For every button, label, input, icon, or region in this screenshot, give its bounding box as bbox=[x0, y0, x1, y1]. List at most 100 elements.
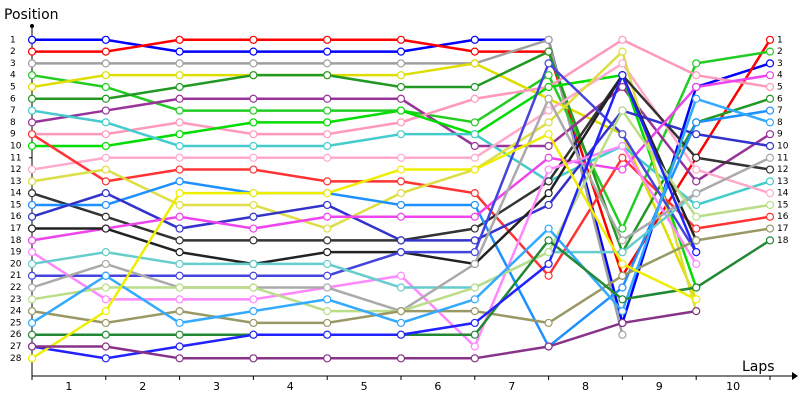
point bbox=[101, 59, 110, 68]
x-tick-label: 6 bbox=[434, 380, 441, 393]
point bbox=[618, 307, 627, 316]
point bbox=[27, 224, 37, 233]
point bbox=[249, 354, 258, 363]
point bbox=[396, 35, 406, 44]
point bbox=[396, 59, 406, 68]
point bbox=[396, 200, 406, 210]
point bbox=[396, 165, 406, 174]
point bbox=[396, 189, 406, 198]
point bbox=[323, 47, 332, 56]
y-tick-label: 3 bbox=[10, 59, 16, 69]
y-tick-label: 19 bbox=[10, 248, 22, 258]
point bbox=[618, 248, 627, 257]
point bbox=[101, 177, 110, 186]
point bbox=[765, 47, 775, 56]
point bbox=[249, 283, 258, 292]
point bbox=[323, 212, 332, 221]
point bbox=[470, 283, 479, 292]
point bbox=[396, 71, 406, 80]
series-line bbox=[32, 73, 698, 288]
point bbox=[618, 82, 627, 92]
point bbox=[618, 271, 627, 280]
point bbox=[544, 236, 553, 245]
point bbox=[544, 248, 553, 257]
point bbox=[396, 130, 406, 139]
point bbox=[396, 212, 406, 221]
y-tick-label: 17 bbox=[10, 224, 21, 234]
point bbox=[101, 318, 110, 328]
point bbox=[249, 330, 258, 339]
point bbox=[396, 47, 406, 56]
point bbox=[544, 141, 553, 151]
point bbox=[323, 283, 332, 292]
point bbox=[396, 236, 406, 245]
point bbox=[27, 212, 37, 221]
point bbox=[27, 189, 37, 198]
point bbox=[692, 82, 701, 92]
point bbox=[27, 165, 37, 174]
point bbox=[765, 200, 775, 210]
y-tick-label: 6 bbox=[10, 94, 16, 104]
point bbox=[323, 224, 332, 233]
point bbox=[175, 271, 184, 280]
point bbox=[323, 177, 332, 186]
y-tick-label: 27 bbox=[10, 342, 21, 352]
point bbox=[618, 35, 627, 44]
point bbox=[101, 283, 110, 292]
point bbox=[765, 141, 775, 151]
point bbox=[249, 224, 258, 233]
point bbox=[765, 71, 775, 80]
point bbox=[692, 224, 701, 233]
point bbox=[765, 224, 775, 233]
point bbox=[396, 354, 406, 363]
x-tick-label: 7 bbox=[508, 380, 515, 393]
point bbox=[27, 82, 37, 92]
point bbox=[175, 259, 184, 269]
y2-tick-label: 14 bbox=[777, 189, 789, 199]
point bbox=[692, 236, 701, 245]
point bbox=[618, 47, 627, 56]
y2-tick-label: 7 bbox=[777, 106, 783, 116]
point bbox=[470, 330, 479, 339]
point bbox=[101, 224, 110, 233]
y2-tick-label: 15 bbox=[777, 200, 788, 210]
point bbox=[470, 354, 479, 363]
point bbox=[544, 259, 553, 269]
x-tick-label: 8 bbox=[582, 380, 589, 393]
point bbox=[27, 248, 37, 257]
point bbox=[27, 295, 37, 304]
point bbox=[618, 71, 627, 80]
point bbox=[175, 330, 184, 339]
y-tick-label: 28 bbox=[10, 354, 22, 364]
point bbox=[470, 153, 479, 162]
point bbox=[101, 71, 110, 80]
point bbox=[323, 189, 332, 198]
point bbox=[175, 307, 184, 316]
point bbox=[27, 236, 37, 245]
point bbox=[175, 94, 184, 103]
point bbox=[765, 177, 775, 186]
point bbox=[175, 106, 184, 115]
point bbox=[618, 318, 627, 328]
point bbox=[470, 130, 479, 139]
point bbox=[175, 130, 184, 139]
point bbox=[249, 212, 258, 221]
point bbox=[618, 259, 627, 269]
series-line bbox=[32, 72, 698, 266]
point bbox=[544, 94, 553, 103]
point bbox=[27, 35, 37, 44]
point bbox=[618, 106, 627, 115]
point bbox=[396, 177, 406, 186]
point bbox=[175, 224, 184, 233]
point bbox=[765, 165, 775, 174]
y-tick-label: 21 bbox=[10, 271, 21, 281]
y-tick-label: 23 bbox=[10, 295, 21, 305]
point bbox=[765, 118, 775, 127]
point bbox=[249, 318, 258, 328]
point bbox=[249, 59, 258, 68]
y2-tick-label: 2 bbox=[777, 47, 783, 57]
x-tick-label: 10 bbox=[726, 380, 740, 393]
point bbox=[175, 295, 184, 304]
point bbox=[544, 118, 553, 127]
x-tick-label: 3 bbox=[213, 380, 220, 393]
